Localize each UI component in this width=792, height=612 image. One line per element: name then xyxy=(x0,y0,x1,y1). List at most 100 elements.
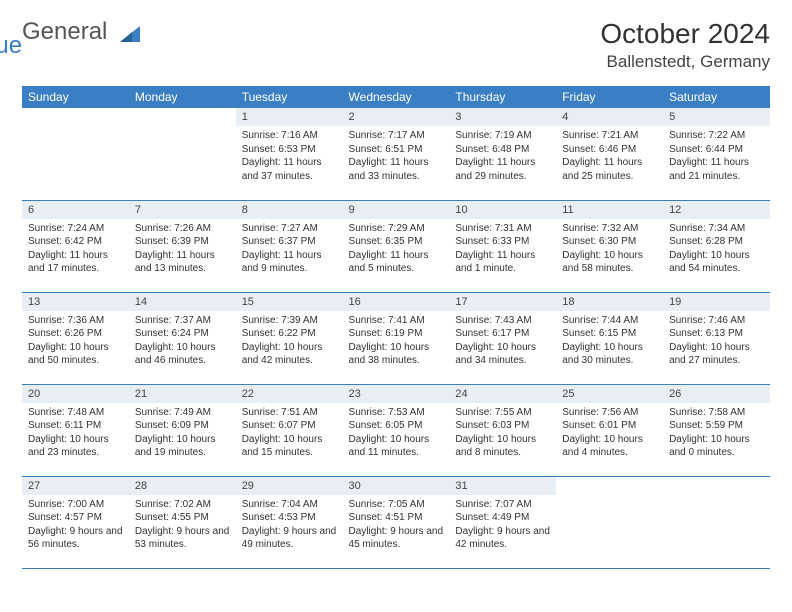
day-number: 5 xyxy=(663,108,770,126)
day-number: 6 xyxy=(22,201,129,219)
calendar-cell: 12Sunrise: 7:34 AMSunset: 6:28 PMDayligh… xyxy=(663,200,770,292)
calendar-cell-empty xyxy=(663,476,770,568)
calendar-cell: 28Sunrise: 7:02 AMSunset: 4:55 PMDayligh… xyxy=(129,476,236,568)
calendar-cell: 25Sunrise: 7:56 AMSunset: 6:01 PMDayligh… xyxy=(556,384,663,476)
daylight-line: Daylight: 10 hours and 34 minutes. xyxy=(455,341,550,368)
day-content: Sunrise: 7:44 AMSunset: 6:15 PMDaylight:… xyxy=(556,311,663,372)
day-content: Sunrise: 7:17 AMSunset: 6:51 PMDaylight:… xyxy=(343,126,450,187)
day-content: Sunrise: 7:31 AMSunset: 6:33 PMDaylight:… xyxy=(449,219,556,280)
sunset-line: Sunset: 6:30 PM xyxy=(562,235,657,249)
daylight-line: Daylight: 11 hours and 17 minutes. xyxy=(28,249,123,276)
daylight-line: Daylight: 11 hours and 5 minutes. xyxy=(349,249,444,276)
sunset-line: Sunset: 6:44 PM xyxy=(669,143,764,157)
day-header: Friday xyxy=(556,86,663,108)
daylight-line: Daylight: 10 hours and 15 minutes. xyxy=(242,433,337,460)
day-header: Sunday xyxy=(22,86,129,108)
day-content: Sunrise: 7:32 AMSunset: 6:30 PMDaylight:… xyxy=(556,219,663,280)
sunrise-line: Sunrise: 7:32 AM xyxy=(562,222,657,236)
day-number: 27 xyxy=(22,477,129,495)
daylight-line: Daylight: 10 hours and 46 minutes. xyxy=(135,341,230,368)
sunset-line: Sunset: 5:59 PM xyxy=(669,419,764,433)
daylight-line: Daylight: 10 hours and 8 minutes. xyxy=(455,433,550,460)
day-header: Saturday xyxy=(663,86,770,108)
day-content: Sunrise: 7:19 AMSunset: 6:48 PMDaylight:… xyxy=(449,126,556,187)
sunset-line: Sunset: 6:42 PM xyxy=(28,235,123,249)
day-content: Sunrise: 7:22 AMSunset: 6:44 PMDaylight:… xyxy=(663,126,770,187)
daylight-line: Daylight: 9 hours and 56 minutes. xyxy=(28,525,123,552)
day-content: Sunrise: 7:04 AMSunset: 4:53 PMDaylight:… xyxy=(236,495,343,556)
sunrise-line: Sunrise: 7:55 AM xyxy=(455,406,550,420)
day-content: Sunrise: 7:41 AMSunset: 6:19 PMDaylight:… xyxy=(343,311,450,372)
daylight-line: Daylight: 11 hours and 21 minutes. xyxy=(669,156,764,183)
sunrise-line: Sunrise: 7:34 AM xyxy=(669,222,764,236)
day-content: Sunrise: 7:07 AMSunset: 4:49 PMDaylight:… xyxy=(449,495,556,556)
calendar-row: 6Sunrise: 7:24 AMSunset: 6:42 PMDaylight… xyxy=(22,200,770,292)
calendar-cell-empty xyxy=(129,108,236,200)
sunrise-line: Sunrise: 7:36 AM xyxy=(28,314,123,328)
sunrise-line: Sunrise: 7:46 AM xyxy=(669,314,764,328)
day-number: 23 xyxy=(343,385,450,403)
title-block: October 2024 Ballenstedt, Germany xyxy=(600,18,770,72)
day-content: Sunrise: 7:49 AMSunset: 6:09 PMDaylight:… xyxy=(129,403,236,464)
sunset-line: Sunset: 6:53 PM xyxy=(242,143,337,157)
sunset-line: Sunset: 4:55 PM xyxy=(135,511,230,525)
day-number: 13 xyxy=(22,293,129,311)
daylight-line: Daylight: 10 hours and 4 minutes. xyxy=(562,433,657,460)
calendar-cell: 17Sunrise: 7:43 AMSunset: 6:17 PMDayligh… xyxy=(449,292,556,384)
sunrise-line: Sunrise: 7:56 AM xyxy=(562,406,657,420)
calendar-head: SundayMondayTuesdayWednesdayThursdayFrid… xyxy=(22,86,770,108)
day-number: 31 xyxy=(449,477,556,495)
sunrise-line: Sunrise: 7:51 AM xyxy=(242,406,337,420)
logo-triangle-icon xyxy=(118,22,142,44)
sunset-line: Sunset: 6:39 PM xyxy=(135,235,230,249)
sunset-line: Sunset: 4:57 PM xyxy=(28,511,123,525)
daylight-line: Daylight: 10 hours and 0 minutes. xyxy=(669,433,764,460)
sunset-line: Sunset: 6:48 PM xyxy=(455,143,550,157)
daylight-line: Daylight: 9 hours and 45 minutes. xyxy=(349,525,444,552)
daylight-line: Daylight: 10 hours and 50 minutes. xyxy=(28,341,123,368)
sunset-line: Sunset: 6:03 PM xyxy=(455,419,550,433)
sunset-line: Sunset: 6:15 PM xyxy=(562,327,657,341)
daylight-line: Daylight: 10 hours and 11 minutes. xyxy=(349,433,444,460)
sunset-line: Sunset: 6:46 PM xyxy=(562,143,657,157)
day-content: Sunrise: 7:24 AMSunset: 6:42 PMDaylight:… xyxy=(22,219,129,280)
calendar-cell: 5Sunrise: 7:22 AMSunset: 6:44 PMDaylight… xyxy=(663,108,770,200)
sunset-line: Sunset: 6:19 PM xyxy=(349,327,444,341)
sunrise-line: Sunrise: 7:19 AM xyxy=(455,129,550,143)
day-content: Sunrise: 7:55 AMSunset: 6:03 PMDaylight:… xyxy=(449,403,556,464)
calendar-cell: 2Sunrise: 7:17 AMSunset: 6:51 PMDaylight… xyxy=(343,108,450,200)
sunrise-line: Sunrise: 7:48 AM xyxy=(28,406,123,420)
sunrise-line: Sunrise: 7:58 AM xyxy=(669,406,764,420)
sunrise-line: Sunrise: 7:31 AM xyxy=(455,222,550,236)
daylight-line: Daylight: 11 hours and 37 minutes. xyxy=(242,156,337,183)
daylight-line: Daylight: 10 hours and 54 minutes. xyxy=(669,249,764,276)
calendar-cell: 29Sunrise: 7:04 AMSunset: 4:53 PMDayligh… xyxy=(236,476,343,568)
sunrise-line: Sunrise: 7:41 AM xyxy=(349,314,444,328)
sunrise-line: Sunrise: 7:17 AM xyxy=(349,129,444,143)
day-number: 1 xyxy=(236,108,343,126)
calendar-cell: 21Sunrise: 7:49 AMSunset: 6:09 PMDayligh… xyxy=(129,384,236,476)
day-number: 12 xyxy=(663,201,770,219)
day-number: 10 xyxy=(449,201,556,219)
calendar-cell: 7Sunrise: 7:26 AMSunset: 6:39 PMDaylight… xyxy=(129,200,236,292)
day-content: Sunrise: 7:26 AMSunset: 6:39 PMDaylight:… xyxy=(129,219,236,280)
day-number: 4 xyxy=(556,108,663,126)
day-content: Sunrise: 7:16 AMSunset: 6:53 PMDaylight:… xyxy=(236,126,343,187)
sunrise-line: Sunrise: 7:16 AM xyxy=(242,129,337,143)
day-content: Sunrise: 7:05 AMSunset: 4:51 PMDaylight:… xyxy=(343,495,450,556)
sunset-line: Sunset: 6:11 PM xyxy=(28,419,123,433)
daylight-line: Daylight: 10 hours and 30 minutes. xyxy=(562,341,657,368)
calendar-cell: 27Sunrise: 7:00 AMSunset: 4:57 PMDayligh… xyxy=(22,476,129,568)
calendar-cell: 1Sunrise: 7:16 AMSunset: 6:53 PMDaylight… xyxy=(236,108,343,200)
sunrise-line: Sunrise: 7:39 AM xyxy=(242,314,337,328)
sunset-line: Sunset: 6:09 PM xyxy=(135,419,230,433)
calendar-table: SundayMondayTuesdayWednesdayThursdayFrid… xyxy=(22,86,770,569)
day-content: Sunrise: 7:34 AMSunset: 6:28 PMDaylight:… xyxy=(663,219,770,280)
daylight-line: Daylight: 9 hours and 42 minutes. xyxy=(455,525,550,552)
sunrise-line: Sunrise: 7:05 AM xyxy=(349,498,444,512)
calendar-cell: 10Sunrise: 7:31 AMSunset: 6:33 PMDayligh… xyxy=(449,200,556,292)
day-number: 22 xyxy=(236,385,343,403)
daylight-line: Daylight: 10 hours and 23 minutes. xyxy=(28,433,123,460)
sunrise-line: Sunrise: 7:04 AM xyxy=(242,498,337,512)
calendar-cell: 4Sunrise: 7:21 AMSunset: 6:46 PMDaylight… xyxy=(556,108,663,200)
